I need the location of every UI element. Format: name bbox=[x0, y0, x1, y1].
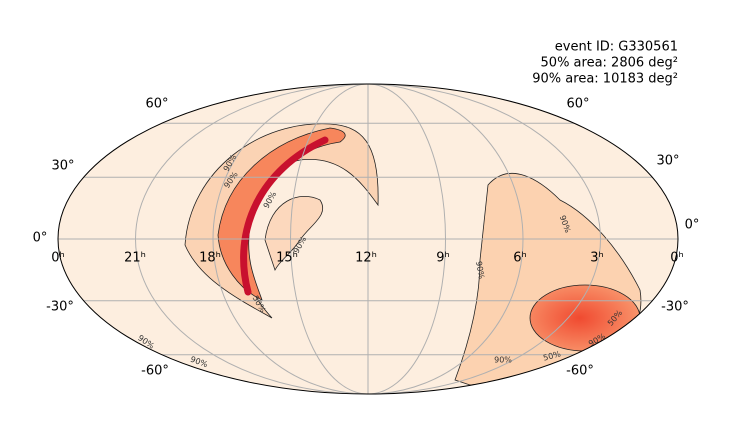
meridian bbox=[135, 84, 601, 394]
lat-label: -60° bbox=[141, 364, 169, 379]
area-50: 50% area: 2806 deg² bbox=[541, 56, 678, 71]
meridian bbox=[212, 84, 524, 394]
ra-label: 6ʰ bbox=[513, 251, 527, 266]
lat-label: 30° bbox=[51, 159, 74, 174]
sky-border bbox=[57, 83, 679, 395]
ra-label: 15ʰ bbox=[276, 251, 298, 266]
ra-label: 3ʰ bbox=[590, 251, 604, 266]
lat-label: -60° bbox=[566, 364, 594, 379]
contour-90 bbox=[264, 196, 323, 272]
lat-label: 0° bbox=[685, 218, 700, 233]
lat-label: 60° bbox=[145, 97, 168, 112]
ra-label: 18ʰ bbox=[199, 251, 221, 266]
lat-label: 60° bbox=[566, 97, 589, 112]
peak bbox=[240, 136, 329, 296]
lat-label: 30° bbox=[656, 154, 679, 169]
ra-label: 21ʰ bbox=[124, 251, 146, 266]
lat-label: -30° bbox=[46, 300, 74, 315]
lat-label: 0° bbox=[33, 231, 48, 246]
contour-label: 90% bbox=[474, 260, 486, 279]
ra-label: 0ʰ bbox=[670, 251, 684, 266]
area-90: 90% area: 10183 deg² bbox=[532, 72, 678, 87]
ra-label: 12ʰ bbox=[355, 251, 377, 266]
probability bbox=[184, 123, 642, 386]
contour-label: 90% bbox=[494, 356, 512, 365]
event-id: event ID: G330561 bbox=[555, 40, 678, 55]
graticule bbox=[58, 84, 678, 394]
ra-label: 9ʰ bbox=[436, 251, 450, 266]
ra-label: 0ʰ bbox=[51, 251, 65, 266]
lat-label: -30° bbox=[661, 300, 689, 315]
meridian bbox=[290, 84, 446, 394]
